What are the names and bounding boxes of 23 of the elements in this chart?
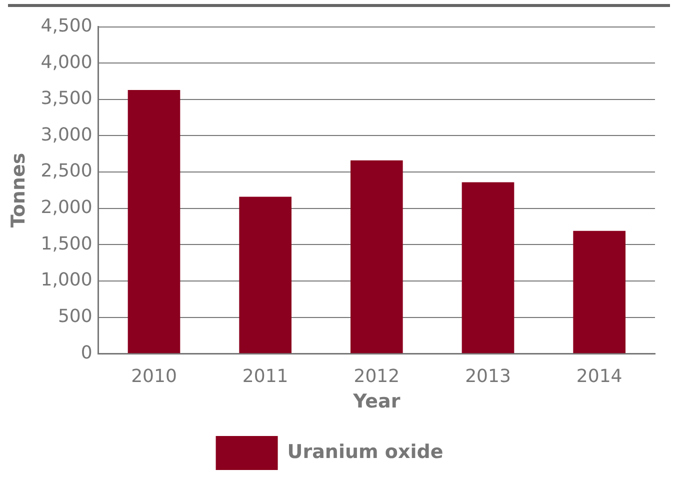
x-tick-label: 2010 <box>131 366 177 388</box>
y-tick-label: 1,500 <box>40 233 92 254</box>
bar <box>128 90 180 354</box>
bar <box>573 230 626 354</box>
y-tick-label: 2,500 <box>40 160 92 182</box>
y-tick-label: 0 <box>80 342 92 364</box>
bar <box>350 160 403 354</box>
y-tick-label: 3,000 <box>40 124 92 146</box>
x-tick-label: 2014 <box>576 366 622 388</box>
x-axis-title: Year <box>352 390 401 413</box>
y-tick-label: 4,000 <box>40 52 92 73</box>
y-tick-label: 4,500 <box>40 15 92 36</box>
y-axis-title: Tonnes <box>7 152 30 228</box>
bar <box>239 196 292 354</box>
legend-label: Uranium oxide <box>287 440 444 463</box>
x-tick-label: 2011 <box>242 366 288 388</box>
y-tick-label: 2,000 <box>40 197 92 218</box>
bar <box>462 182 514 354</box>
y-tick-label: 3,500 <box>40 88 92 110</box>
x-tick-label: 2013 <box>465 366 511 388</box>
y-tick-label: 500 <box>58 306 92 327</box>
x-tick-label: 2012 <box>354 366 400 388</box>
y-tick-label: 1,000 <box>40 270 92 291</box>
